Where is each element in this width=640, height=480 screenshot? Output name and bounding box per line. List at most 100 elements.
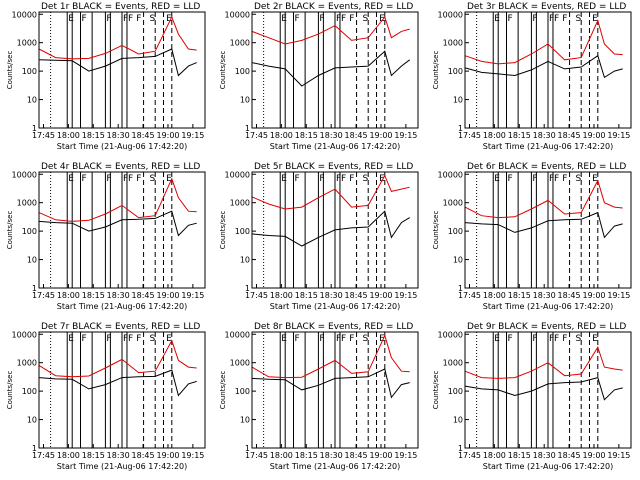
interval-letter: F — [562, 174, 567, 184]
interval-letter: F — [106, 334, 111, 344]
y-tick-label: 1000 — [443, 39, 463, 48]
plot-frame — [38, 331, 206, 449]
x-tick-label: 18:45 — [345, 451, 368, 460]
x-tick-label: 19:15 — [607, 291, 630, 300]
y-tick-label: 10 — [453, 96, 463, 105]
y-axis-label: Counts/sec — [6, 371, 14, 410]
interval-letter: F — [82, 14, 87, 24]
y-tick-label: 10000 — [12, 330, 37, 339]
interval-letter: F — [123, 14, 128, 24]
interval-letter: F — [295, 174, 300, 184]
interval-letter: F — [562, 14, 567, 24]
y-axis-label: Counts/sec — [6, 211, 14, 250]
lld-series-line — [38, 177, 197, 222]
x-tick-label: 19:15 — [394, 131, 417, 140]
interval-letter: F — [336, 334, 341, 344]
y-axis-label: Counts/sec — [219, 51, 227, 90]
interval-letter: F — [549, 334, 554, 344]
y-tick-label: 10 — [27, 256, 37, 265]
y-tick-label: 1 — [245, 284, 250, 293]
y-tick-label: 10 — [240, 96, 250, 105]
events-series-line — [38, 48, 197, 77]
x-tick-label: 18:45 — [132, 291, 155, 300]
interval-letter: S — [150, 14, 156, 24]
interval-letter: F — [554, 14, 559, 24]
lld-series-line — [38, 339, 197, 378]
interval-letter: E — [592, 14, 598, 24]
y-tick-label: 10000 — [438, 170, 463, 179]
x-axis-label: Start Time (21-Aug-06 17:42:20) — [57, 302, 188, 311]
plot-frame — [38, 171, 206, 289]
events-series-line — [38, 210, 197, 237]
events-series-line — [38, 369, 197, 397]
y-tick-label: 10000 — [12, 10, 37, 19]
x-tick-label: 18:15 — [295, 131, 318, 140]
chart-title: Det 3r BLACK = Events, RED = LLD — [467, 2, 626, 12]
y-tick-label: 100 — [22, 67, 37, 76]
x-tick-label: 19:00 — [369, 451, 392, 460]
y-tick-label: 1000 — [17, 39, 37, 48]
y-tick-label: 1000 — [443, 359, 463, 368]
y-axis-label: Counts/sec — [219, 211, 227, 250]
y-tick-label: 100 — [448, 387, 463, 396]
events-series-line — [251, 210, 410, 247]
x-tick-label: 18:15 — [82, 451, 105, 460]
x-tick-label: 18:00 — [270, 451, 293, 460]
x-tick-label: 18:00 — [57, 131, 80, 140]
interval-letter: F — [554, 334, 559, 344]
x-tick-label: 17:45 — [245, 291, 268, 300]
y-tick-label: 100 — [22, 227, 37, 236]
interval-letter: F — [106, 174, 111, 184]
x-tick-label: 19:00 — [156, 291, 179, 300]
interval-letter: E — [281, 14, 287, 24]
y-tick-label: 100 — [235, 227, 250, 236]
lld-series-line — [464, 19, 623, 65]
y-tick-label: 10 — [27, 416, 37, 425]
y-tick-label: 1 — [32, 284, 37, 293]
plot-frame — [251, 11, 419, 129]
y-tick-label: 10000 — [438, 10, 463, 19]
interval-letter: F — [508, 174, 513, 184]
y-tick-label: 10000 — [438, 330, 463, 339]
y-tick-label: 100 — [235, 67, 250, 76]
interval-letter: S — [150, 174, 156, 184]
x-axis-label: Start Time (21-Aug-06 17:42:20) — [483, 462, 614, 471]
interval-letter: F — [549, 14, 554, 24]
interval-letter: S — [576, 334, 582, 344]
interval-letter: F — [554, 174, 559, 184]
plot-frame — [464, 171, 632, 289]
interval-letter: F — [341, 14, 346, 24]
x-tick-label: 18:00 — [270, 291, 293, 300]
x-tick-label: 17:45 — [32, 291, 55, 300]
x-tick-label: 18:15 — [295, 291, 318, 300]
interval-letter: F — [106, 14, 111, 24]
x-tick-label: 18:45 — [558, 291, 581, 300]
chart-title: Det 2r BLACK = Events, RED = LLD — [254, 2, 413, 12]
interval-letter: E — [592, 334, 598, 344]
x-tick-label: 18:45 — [558, 131, 581, 140]
chart-title: Det 8r BLACK = Events, RED = LLD — [254, 322, 413, 332]
interval-letter: E — [68, 174, 74, 184]
chart-title: Det 7r BLACK = Events, RED = LLD — [41, 322, 200, 332]
y-axis-label: Counts/sec — [432, 211, 440, 250]
interval-letter: S — [363, 14, 369, 24]
y-tick-label: 100 — [448, 227, 463, 236]
interval-letter: F — [349, 334, 354, 344]
interval-letter: F — [128, 14, 133, 24]
x-tick-label: 18:30 — [320, 291, 343, 300]
y-tick-label: 1000 — [230, 39, 250, 48]
interval-letter: F — [349, 14, 354, 24]
interval-letter: F — [319, 334, 324, 344]
x-tick-label: 19:00 — [582, 451, 605, 460]
x-axis-label: Start Time (21-Aug-06 17:42:20) — [270, 302, 401, 311]
x-tick-label: 19:00 — [156, 451, 179, 460]
x-axis-label: Start Time (21-Aug-06 17:42:20) — [270, 142, 401, 151]
interval-letter: E — [68, 14, 74, 24]
x-tick-label: 18:15 — [295, 451, 318, 460]
interval-letter: E — [166, 174, 172, 184]
interval-letter: F — [508, 14, 513, 24]
interval-letter: E — [379, 174, 385, 184]
